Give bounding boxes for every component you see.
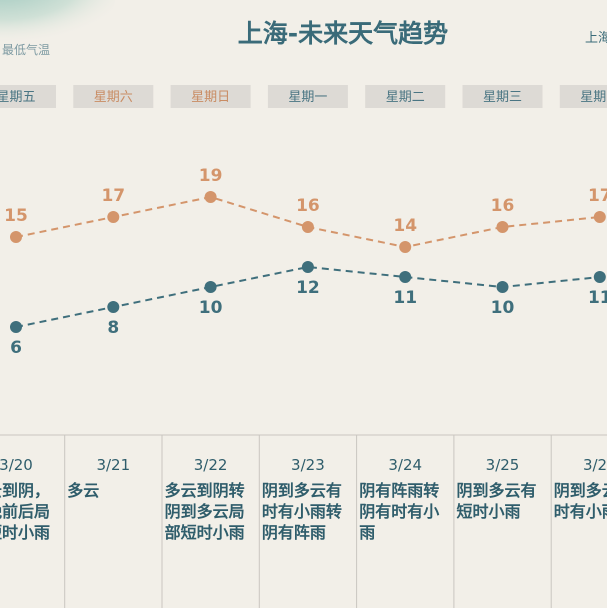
- weekday-box: [73, 85, 154, 108]
- date-label: 3/21: [96, 456, 130, 474]
- temperature-label: 17: [588, 186, 607, 206]
- weekday-label: 星期六: [94, 90, 133, 105]
- weekday-label: 星期五: [0, 90, 36, 105]
- temperature-point: [301, 261, 314, 273]
- temperature-point: [496, 221, 509, 233]
- weekday-label: 星期三: [483, 90, 522, 105]
- temperature-point: [107, 301, 120, 313]
- date-label: 3/25: [486, 456, 520, 474]
- temperature-label: 14: [393, 216, 417, 236]
- temperature-label: 10: [491, 298, 515, 318]
- temperature-label: 17: [101, 186, 125, 206]
- temperature-point: [10, 231, 22, 243]
- temperature-point: [204, 281, 217, 293]
- date-label: 3/24: [388, 456, 422, 474]
- weather-description: 多云: [67, 481, 100, 500]
- weekday-box: [462, 85, 543, 108]
- legend-label: 最低气温: [2, 42, 50, 57]
- temperature-point: [301, 221, 314, 233]
- title: 上海-未来天气趋势: [238, 19, 448, 48]
- weather-description: 阴到多云有时有小雨: [553, 481, 607, 521]
- weekday-box: [559, 85, 607, 108]
- weather-description: 阴到多云有短时小雨: [456, 481, 537, 521]
- date-label: 3/22: [194, 456, 228, 474]
- temperature-label: 11: [588, 288, 607, 308]
- temperature-point: [593, 271, 606, 283]
- date-label: 3/23: [291, 456, 325, 474]
- temperature-point: [399, 271, 412, 283]
- city: 上海: [585, 31, 607, 46]
- weather-description: 多云到阴，夜晚前后局部短时小雨: [0, 481, 51, 542]
- weekday-box: [365, 85, 446, 108]
- temperature-label: 19: [199, 166, 223, 186]
- temperature-label: 12: [296, 278, 320, 298]
- date-label: 3/26: [583, 456, 607, 474]
- date-label: 3/20: [0, 456, 33, 474]
- decoration: [0, 0, 115, 45]
- weekday-label: 星期四: [580, 90, 607, 105]
- weather-description: 阴有阵雨转阴有时有小雨: [359, 481, 440, 542]
- temperature-label: 6: [10, 338, 22, 358]
- temperature-label: 16: [491, 196, 515, 216]
- temperature-label: 15: [4, 206, 28, 226]
- weekday-label: 星期一: [288, 90, 327, 105]
- temperature-label: 10: [199, 298, 223, 318]
- weekday-box: [267, 85, 348, 108]
- temperature-point: [593, 211, 606, 223]
- temperature-point: [399, 241, 412, 253]
- weekday-box: [170, 85, 251, 108]
- weekday-label: 星期日: [191, 90, 230, 105]
- weather-description: 阴到多云有时有小雨转阴有阵雨: [261, 481, 342, 542]
- temperature-point: [204, 191, 217, 203]
- weekday-box: [0, 85, 56, 108]
- weekday-label: 星期二: [386, 90, 425, 105]
- temperature-label: 16: [296, 196, 320, 216]
- temperature-label: 8: [107, 318, 119, 338]
- temperature-label: 11: [393, 288, 417, 308]
- weather-description: 多云到阴转阴到多云局部短时小雨: [164, 481, 245, 542]
- temperature-point: [107, 211, 120, 223]
- temperature-point: [496, 281, 509, 293]
- temperature-point: [10, 321, 22, 333]
